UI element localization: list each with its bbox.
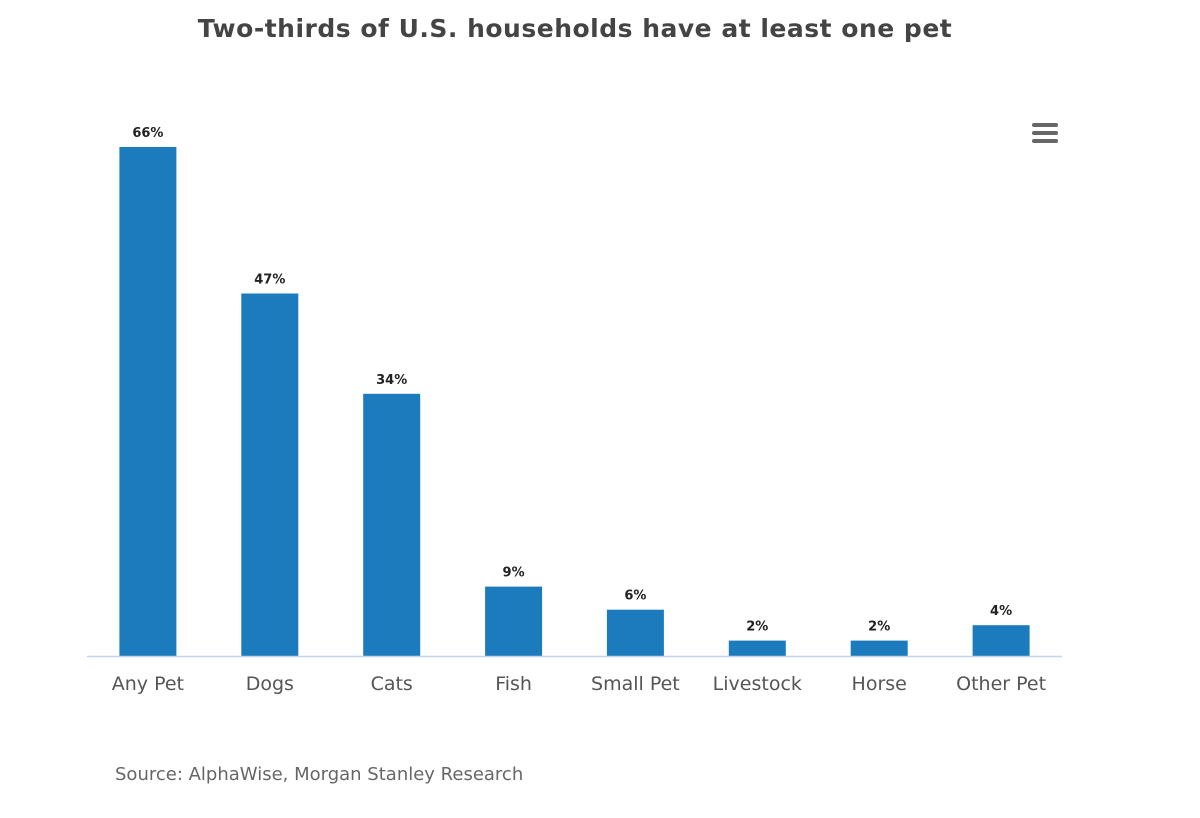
bar-horse[interactable] bbox=[850, 640, 908, 656]
data-labels-layer: 66% 47% 34% 9% 6% 2% 2% 4% bbox=[132, 126, 1012, 635]
data-label: 4% bbox=[990, 604, 1012, 619]
source-note: Source: AlphaWise, Morgan Stanley Resear… bbox=[115, 764, 524, 785]
bar-cats[interactable] bbox=[363, 393, 421, 656]
data-label: 66% bbox=[132, 126, 163, 141]
x-tick-label: Horse bbox=[852, 673, 907, 695]
bars-layer bbox=[119, 147, 1030, 657]
x-tick-label: Dogs bbox=[246, 673, 294, 695]
data-label: 9% bbox=[503, 566, 525, 581]
bar-livestock[interactable] bbox=[728, 640, 786, 656]
x-tick-label: Cats bbox=[371, 673, 413, 695]
data-label: 6% bbox=[624, 589, 646, 604]
x-tick-label: Livestock bbox=[713, 673, 802, 695]
bar-other-pet[interactable] bbox=[972, 625, 1030, 656]
chart-title: Two-thirds of U.S. households have at le… bbox=[197, 14, 953, 43]
bar-small-pet[interactable] bbox=[606, 609, 664, 656]
x-tick-label: Small Pet bbox=[591, 673, 680, 695]
data-label: 34% bbox=[376, 373, 407, 388]
bar-chart: 66% 47% 34% 9% 6% 2% 2% 4% Any Pet Dogs Cats Fish S… bbox=[87, 126, 1062, 695]
x-tick-label: Other Pet bbox=[956, 673, 1046, 695]
bar-fish[interactable] bbox=[485, 586, 543, 656]
chart-menu-button[interactable] bbox=[1027, 118, 1063, 148]
x-tick-labels-layer: Any Pet Dogs Cats Fish Small Pet Livestock Hor… bbox=[112, 673, 1046, 695]
hamburger-menu-icon bbox=[1032, 123, 1058, 127]
x-tick-label: Any Pet bbox=[112, 673, 184, 695]
hamburger-menu-icon-line bbox=[1032, 131, 1058, 135]
hamburger-menu-icon-line bbox=[1032, 139, 1058, 143]
bar-dogs[interactable] bbox=[241, 293, 299, 657]
data-label: 2% bbox=[868, 620, 890, 635]
x-tick-label: Fish bbox=[495, 673, 532, 695]
data-label: 2% bbox=[746, 620, 768, 635]
bar-any-pet[interactable] bbox=[119, 147, 177, 656]
data-label: 47% bbox=[254, 273, 285, 288]
